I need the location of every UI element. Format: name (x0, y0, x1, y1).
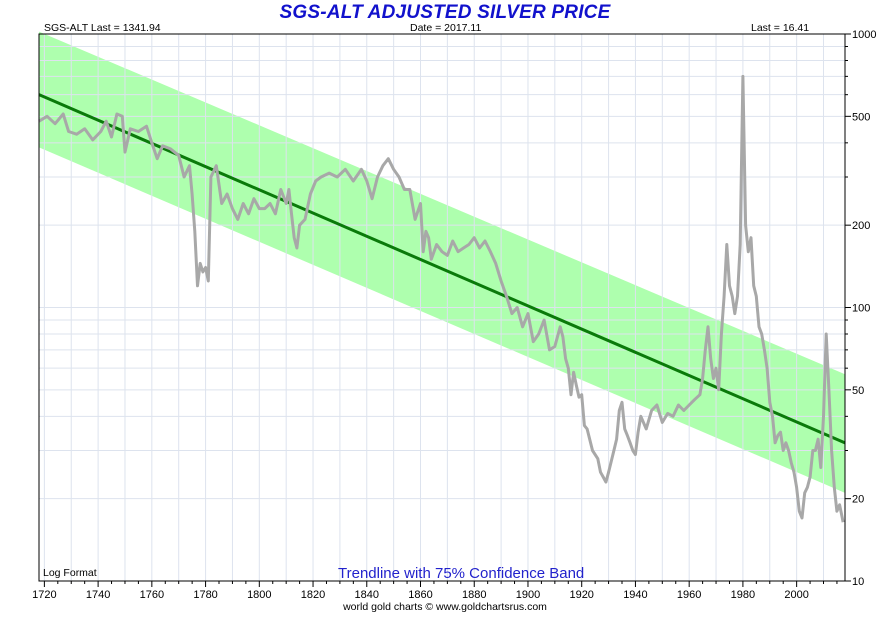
y-tick-label: 500 (852, 111, 870, 123)
chart-title: SGS-ALT ADJUSTED SILVER PRICE (279, 2, 611, 23)
x-tick-label: 1920 (569, 589, 593, 601)
grid-layer (39, 33, 845, 582)
x-tick-label: 1880 (462, 589, 486, 601)
x-tick-label: 1960 (677, 589, 701, 601)
y-tick-label: 200 (852, 220, 870, 232)
x-tick-label: 1780 (193, 589, 217, 601)
x-tick-label: 1900 (516, 589, 540, 601)
series-line (38, 74, 845, 523)
y-tick-label: 10 (852, 576, 864, 588)
band-label: Trendline with 75% Confidence Band (338, 565, 585, 582)
last-value-left: SGS-ALT Last = 1341.94 (44, 22, 161, 34)
x-tick-label: 1760 (140, 589, 164, 601)
footer-credit: world gold charts © www.goldchartsrus.co… (343, 601, 547, 613)
log-format-label: Log Format (43, 567, 97, 579)
axis-layer: 1720 1740 1760 1780 1800 1820 1840 1860 1880 1900… (32, 29, 876, 601)
y-tick-label: 100 (852, 303, 870, 315)
x-tick-label: 1740 (86, 589, 110, 601)
x-tick-label: 2000 (784, 589, 808, 601)
x-tick-label: 1820 (301, 589, 325, 601)
x-tick-label: 1860 (408, 589, 432, 601)
x-tick-label: 1980 (731, 589, 755, 601)
x-tick-label: 1840 (355, 589, 379, 601)
confidence-band (39, 31, 845, 493)
date-label: Date = 2017.11 (410, 22, 482, 34)
x-tick-label: 1720 (32, 589, 56, 601)
series-layer (38, 74, 845, 523)
y-tick-label: 50 (852, 385, 864, 397)
x-tick-label: 1800 (247, 589, 271, 601)
confidence-band-layer (39, 31, 845, 493)
y-tick-label: 20 (852, 494, 864, 506)
y-tick-label: 1000 (852, 29, 876, 41)
last-value-right: Last = 16.41 (751, 22, 810, 34)
x-tick-label: 1940 (623, 589, 647, 601)
